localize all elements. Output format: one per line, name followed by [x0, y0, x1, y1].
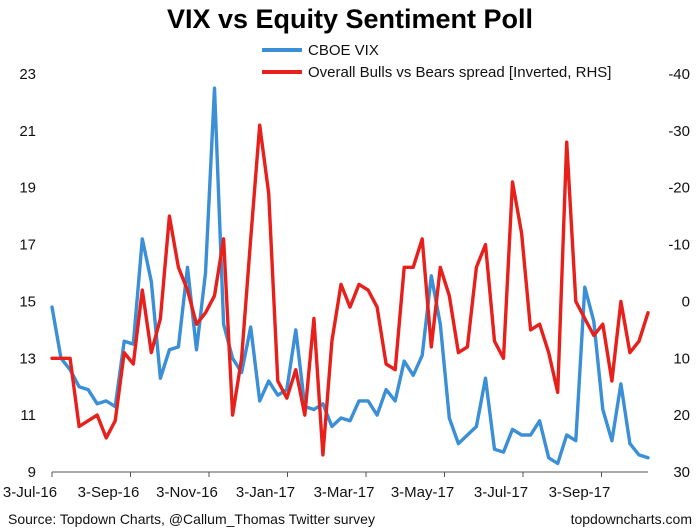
- right-tick-label: -10: [668, 237, 690, 254]
- footer-site: topdowncharts.com: [571, 511, 692, 527]
- chart-title: VIX vs Equity Sentiment Poll: [167, 4, 533, 34]
- right-tick-label: 10: [673, 350, 690, 367]
- legend: CBOE VIX Overall Bulls vs Bears spread […: [262, 42, 611, 81]
- plot-area: [50, 86, 650, 466]
- right-tick-label: 20: [673, 407, 690, 424]
- right-tick-label: 30: [673, 464, 690, 481]
- right-tick-label: -20: [668, 180, 690, 197]
- legend-label-spread: Overall Bulls vs Bears spread [Inverted,…: [308, 64, 611, 81]
- series-line-vix: [50, 86, 650, 466]
- left-tick-label: 15: [19, 293, 36, 310]
- right-tick-label: 0: [682, 293, 690, 310]
- left-tick-label: 11: [20, 407, 36, 424]
- x-tick-label: 3-Sep-16: [78, 484, 140, 501]
- x-tick-label: 3-Jul-17: [474, 484, 528, 501]
- left-tick-label: 17: [19, 237, 36, 254]
- x-tick-label: 3-Jul-16: [3, 484, 57, 501]
- x-tick-label: 3-Sep-17: [549, 484, 611, 501]
- right-y-axis: 30 20 10 0 -10 -20 -30 -40: [668, 66, 690, 481]
- x-axis: 3-Jul-16 3-Sep-16 3-Nov-16 3-Jan-17 3-Mar-17…: [3, 471, 648, 501]
- x-tick-label: 3-Mar-17: [314, 484, 375, 501]
- footer-source: Source: Topdown Charts, @Callum_Thomas T…: [8, 511, 375, 527]
- left-tick-label: 21: [19, 123, 36, 140]
- left-tick-label: 13: [19, 350, 36, 367]
- left-tick-label: 19: [19, 180, 36, 197]
- left-tick-label: 23: [19, 66, 36, 83]
- x-tick-label: 3-Jan-17: [236, 484, 295, 501]
- right-tick-label: -30: [668, 123, 690, 140]
- series-line-spread: [50, 123, 650, 457]
- left-tick-label: 9: [28, 464, 36, 481]
- x-tick-label: 3-May-17: [391, 484, 454, 501]
- x-tick-label: 3-Nov-16: [156, 484, 218, 501]
- left-y-axis: 9 11 13 15 17 19 21 23: [19, 66, 36, 481]
- right-tick-label: -40: [668, 66, 690, 83]
- legend-label-vix: CBOE VIX: [308, 42, 379, 59]
